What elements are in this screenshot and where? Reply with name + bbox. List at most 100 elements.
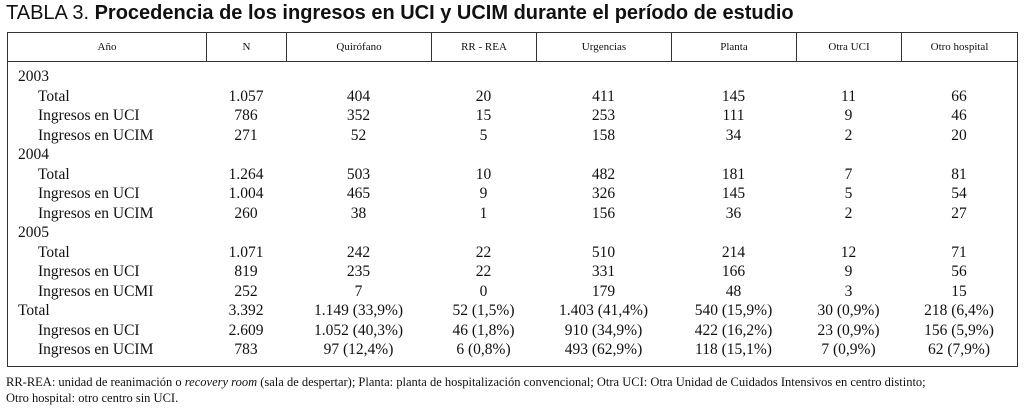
cell: 214 [721, 243, 746, 261]
cell: 1.052 (40,3%) [313, 321, 404, 339]
cell: 158 [591, 126, 616, 144]
footnote-line: Otro hospital: otro centro sin UCI. [6, 391, 179, 405]
cell: 9 [479, 185, 488, 202]
cell: 179 [591, 282, 616, 300]
footnote-text: RR-REA: unidad de reanimación o [6, 375, 185, 389]
row-label: Ingresos en UCI [38, 263, 140, 280]
cell: 331 [591, 263, 616, 280]
cell: 253 [591, 107, 616, 124]
cell: 1.004 [228, 185, 264, 202]
cell: 3 [844, 282, 853, 300]
cell: 540 (15,9%) [694, 302, 773, 319]
cell: 3.392 [228, 302, 264, 319]
cell: 54 [951, 185, 967, 202]
cell: 2 [844, 126, 853, 144]
cell: 5 [479, 126, 488, 144]
column-header: Otro hospital [901, 33, 1017, 61]
cell: 1 [479, 204, 488, 222]
cell: 465 [346, 185, 371, 202]
cell: 9 [844, 263, 853, 280]
row-label: Total [38, 165, 70, 183]
column-header: Año [97, 41, 117, 53]
cell: 62 (7,9%) [928, 341, 990, 358]
cell: 20 [475, 87, 492, 105]
cell: 218 (6,4%) [924, 302, 994, 319]
cell: 145 [721, 185, 746, 202]
cell: 422 (16,2%) [694, 321, 773, 339]
cell: 22 [475, 263, 492, 280]
cell: 510 [591, 243, 616, 261]
cell: 15 [951, 282, 967, 300]
cell: 411 [592, 87, 615, 105]
cell: 0 [479, 282, 488, 300]
cell: 56 [951, 263, 967, 280]
table: Año N Quirófano RR - REA Urgencias Planta Otra… [7, 32, 1018, 367]
cell: 352 [346, 107, 371, 124]
cell: 1.057 [228, 87, 264, 105]
cell: 7 [354, 282, 363, 300]
cell: 156 (5,9%) [924, 321, 994, 339]
cell: 52 [350, 126, 367, 144]
cell: 66 [951, 87, 967, 105]
cell: 38 [350, 204, 367, 222]
cell: 12 [840, 243, 857, 261]
cell: 166 [721, 263, 746, 280]
row-label: Ingresos en UCI [38, 185, 140, 202]
cell: 30 (0,9%) [817, 302, 880, 319]
cell: 910 (34,9%) [564, 321, 643, 339]
footnote: RR-REA: unidad de reanimación o recovery… [6, 375, 926, 390]
cell: 786 [234, 107, 258, 124]
cell: 1.264 [228, 165, 264, 183]
cell: 2 [844, 204, 853, 222]
column-header: Quirófano [286, 33, 431, 61]
title-text: Procedencia de los ingresos en UCI y UCI… [94, 2, 794, 24]
cell: 10 [475, 165, 492, 183]
row-label: Total [38, 243, 70, 261]
cell: 46 (1,8%) [452, 321, 515, 339]
cell: 260 [234, 204, 258, 222]
column-header: Otra UCI [796, 33, 901, 61]
cell: 156 [591, 204, 616, 222]
cell: 493 (62,9%) [564, 341, 643, 358]
cell: 145 [721, 87, 746, 105]
cell: 20 [951, 126, 967, 144]
row-label: Total [38, 87, 70, 105]
cell: 97 (12,4%) [323, 341, 394, 358]
cell: 482 [591, 165, 616, 183]
cell: 783 [234, 341, 258, 358]
cell: 242 [346, 243, 371, 261]
cell: 36 [725, 204, 742, 222]
cell: 34 [725, 126, 742, 144]
cell: 819 [234, 263, 258, 280]
row-label: Ingresos en UCI [38, 107, 140, 124]
cell: 1.071 [228, 243, 264, 261]
cell: 46 [951, 107, 967, 124]
year-label: 2004 [18, 146, 49, 163]
cell: 1.403 (41,4%) [558, 302, 649, 319]
year-label: 2003 [18, 68, 49, 85]
cell: 71 [951, 243, 967, 261]
cell: 52 (1,5%) [452, 302, 515, 319]
row-label: Total [18, 302, 50, 319]
column-header: Planta [671, 33, 796, 61]
column-header: N [206, 33, 286, 61]
cell: 252 [234, 282, 258, 300]
footnote-italic: recovery room [184, 375, 258, 389]
cell: 23 (0,9%) [817, 321, 880, 339]
cell: 2.609 [228, 321, 264, 339]
footnote-text: (sala de despertar); Planta: planta de h… [257, 375, 926, 389]
cell: 7 (0,9%) [821, 341, 876, 358]
cell: 81 [951, 165, 967, 183]
row-label: Ingresos en UCIM [38, 204, 154, 222]
cell: 118 (15,1%) [695, 341, 772, 358]
cell: 271 [234, 126, 258, 144]
row-label: Ingresos en UCI [38, 321, 140, 339]
cell: 1.149 (33,9%) [313, 302, 404, 319]
cell: 15 [475, 107, 492, 124]
cell: 235 [346, 263, 371, 280]
cell: 48 [725, 282, 742, 300]
cell: 326 [591, 185, 616, 202]
column-header: Urgencias [536, 33, 671, 61]
column-header: RR - REA [431, 33, 536, 61]
